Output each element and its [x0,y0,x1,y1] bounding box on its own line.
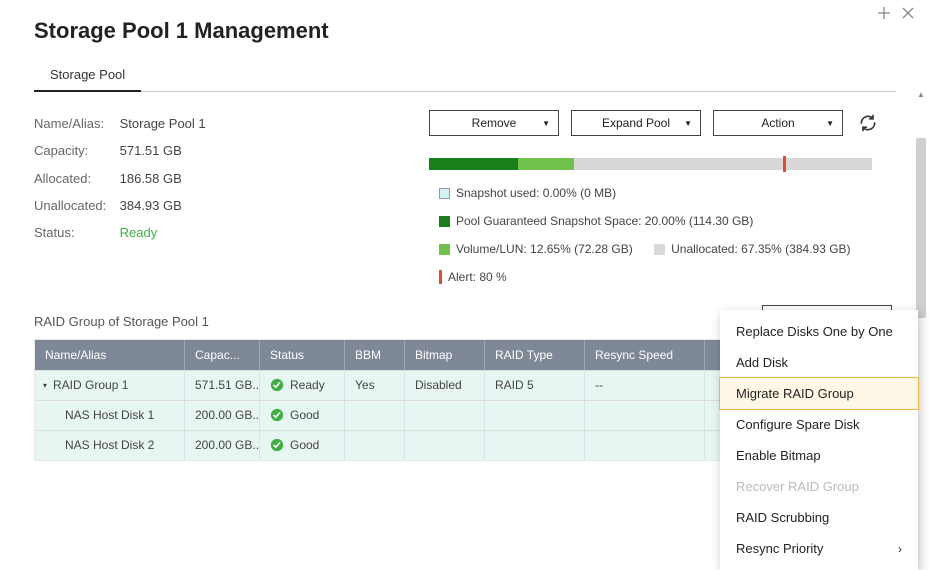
page-title: Storage Pool 1 Management [0,0,930,56]
table-cell: Good [260,401,345,430]
menu-item-enable-bitmap[interactable]: Enable Bitmap [720,440,918,471]
usage-bar [429,158,872,170]
alert-marker [783,156,786,172]
table-cell [585,431,705,460]
tab-storage-pool[interactable]: Storage Pool [34,61,141,92]
column-header[interactable]: Capac... [185,340,260,370]
menu-item-recover-raid-group: Recover RAID Group [720,471,918,502]
capacity-value: 571.51 GB [120,143,182,158]
swatch-snapshot [439,188,450,199]
table-cell [585,401,705,430]
close-icon[interactable] [901,6,915,20]
menu-item-add-disk[interactable]: Add Disk [720,347,918,378]
table-cell: RAID 5 [485,371,585,400]
legend-unallocated: Unallocated: 67.35% (384.93 GB) [671,236,850,262]
table-cell: 571.51 GB... [185,371,260,400]
column-header[interactable]: RAID Type [485,340,585,370]
table-cell: NAS Host Disk 2 [35,431,185,460]
table-cell [345,401,405,430]
column-header[interactable]: Status [260,340,345,370]
chevron-right-icon: › [898,542,902,556]
swatch-unallocated [654,244,665,255]
name-value: Storage Pool 1 [120,116,206,131]
scroll-up-icon[interactable]: ▲ [915,90,927,102]
usage-segment [574,158,872,170]
table-cell: ▾RAID Group 1 [35,371,185,400]
legend-snapshot: Snapshot used: 0.00% (0 MB) [456,180,616,206]
table-cell: Ready [260,371,345,400]
manage-dropdown: Replace Disks One by OneAdd DiskMigrate … [720,310,918,570]
status-label: Status: [34,219,116,246]
caret-down-icon: ▼ [542,119,550,128]
legend-volume: Volume/LUN: 12.65% (72.28 GB) [456,236,633,262]
swatch-volume [439,244,450,255]
usage-segment [429,158,518,170]
table-cell: 200.00 GB... [185,401,260,430]
capacity-label: Capacity: [34,137,116,164]
status-value: Ready [120,225,158,240]
legend-alert: Alert: 80 % [448,264,507,290]
remove-button[interactable]: Remove ▼ [429,110,559,136]
table-cell: Disabled [405,371,485,400]
legend: Snapshot used: 0.00% (0 MB) Pool Guarant… [439,180,872,294]
swatch-alert [439,270,442,284]
action-label: Action [761,116,794,130]
swatch-guaranteed [439,216,450,227]
remove-label: Remove [472,116,517,130]
add-window-icon[interactable] [877,6,891,20]
unallocated-value: 384.93 GB [120,198,182,213]
column-header[interactable]: Name/Alias [35,340,185,370]
expand-pool-button[interactable]: Expand Pool ▼ [571,110,701,136]
table-cell: Yes [345,371,405,400]
table-cell: NAS Host Disk 1 [35,401,185,430]
menu-item-raid-scrubbing[interactable]: RAID Scrubbing [720,502,918,533]
table-cell [405,401,485,430]
menu-item-migrate-raid-group[interactable]: Migrate RAID Group [720,378,918,409]
tab-bar: Storage Pool [34,61,896,92]
unallocated-label: Unallocated: [34,192,116,219]
column-header[interactable]: Bitmap [405,340,485,370]
allocated-value: 186.58 GB [120,171,182,186]
column-header[interactable]: BBM [345,340,405,370]
table-cell [405,431,485,460]
legend-guaranteed: Pool Guaranteed Snapshot Space: 20.00% (… [456,208,753,234]
table-cell: 200.00 GB... [185,431,260,460]
usage-segment [518,158,574,170]
menu-item-resync-priority[interactable]: Resync Priority› [720,533,918,564]
menu-item-replace-disks-one-by-one[interactable]: Replace Disks One by One [720,316,918,347]
expand-label: Expand Pool [602,116,670,130]
column-header[interactable]: Resync Speed [585,340,705,370]
chevron-down-icon[interactable]: ▾ [43,381,47,390]
caret-down-icon: ▼ [684,119,692,128]
pool-info: Name/Alias: Storage Pool 1 Capacity: 571… [34,110,424,294]
table-cell: -- [585,371,705,400]
caret-down-icon: ▼ [826,119,834,128]
table-cell [345,431,405,460]
menu-item-configure-spare-disk[interactable]: Configure Spare Disk [720,409,918,440]
table-cell [485,401,585,430]
scroll-thumb[interactable] [916,138,926,318]
action-button[interactable]: Action ▼ [713,110,843,136]
name-label: Name/Alias: [34,110,116,137]
allocated-label: Allocated: [34,165,116,192]
refresh-button[interactable] [855,110,881,136]
table-cell: Good [260,431,345,460]
table-cell [485,431,585,460]
